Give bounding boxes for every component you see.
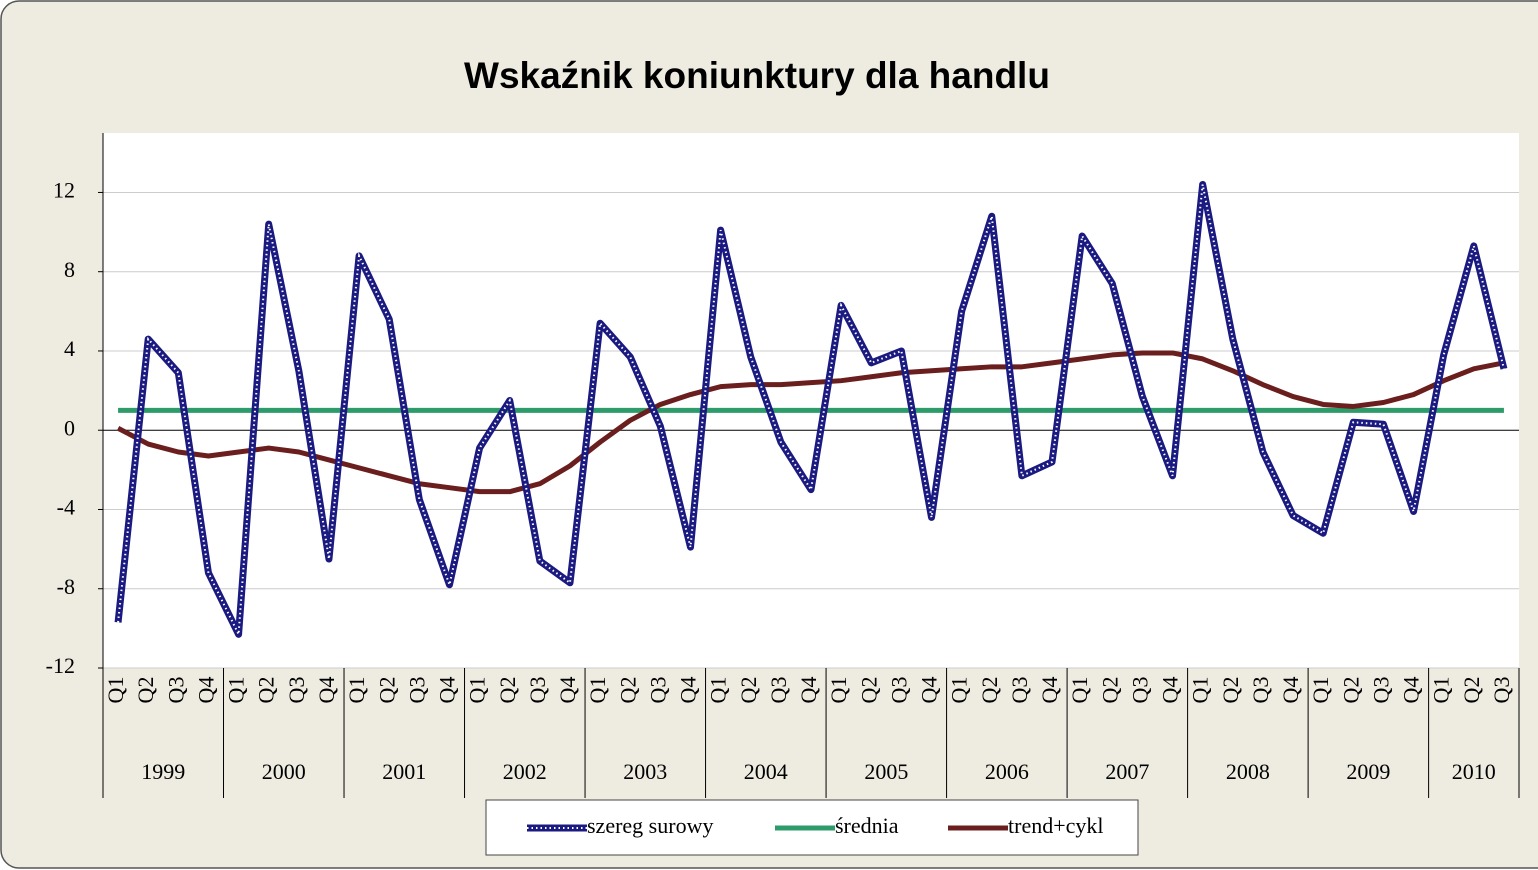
x-tick-label: Q2 [615, 677, 640, 704]
plot-area [103, 133, 1519, 668]
x-tick-label: Q3 [1489, 677, 1514, 704]
y-tick-label: -12 [46, 653, 75, 678]
x-tick-label: Q2 [1097, 677, 1122, 704]
year-label: 2001 [382, 759, 426, 784]
legend-label: szereg surowy [587, 813, 713, 838]
legend-label: średnia [835, 813, 899, 838]
y-tick-label: 12 [53, 177, 75, 202]
year-label: 2009 [1346, 759, 1390, 784]
x-tick-label: Q3 [1007, 677, 1032, 704]
x-tick-label: Q3 [645, 677, 670, 704]
year-label: 2003 [623, 759, 667, 784]
x-tick-label: Q2 [374, 677, 399, 704]
x-tick-label: Q3 [1248, 677, 1273, 704]
x-tick-label: Q3 [525, 677, 550, 704]
x-tick-label: Q2 [133, 677, 158, 704]
year-label: 2007 [1105, 759, 1149, 784]
x-tick-label: Q1 [826, 677, 851, 704]
x-tick-label: Q1 [1067, 677, 1092, 704]
y-tick-label: -8 [57, 574, 75, 599]
x-tick-label: Q1 [465, 677, 490, 704]
x-tick-label: Q2 [254, 677, 279, 704]
x-tick-label: Q4 [1278, 677, 1303, 704]
x-tick-label: Q2 [1338, 677, 1363, 704]
x-tick-label: Q1 [947, 677, 972, 704]
x-tick-label: Q1 [585, 677, 610, 704]
x-tick-label: Q1 [1308, 677, 1333, 704]
y-tick-label: 8 [64, 257, 75, 282]
x-tick-label: Q2 [977, 677, 1002, 704]
x-tick-label: Q3 [1127, 677, 1152, 704]
y-tick-label: 4 [64, 336, 75, 361]
year-label: 2006 [985, 759, 1029, 784]
x-tick-label: Q1 [103, 677, 128, 704]
x-tick-label: Q2 [1218, 677, 1243, 704]
y-tick-label: 0 [64, 415, 75, 440]
x-tick-label: Q4 [1158, 677, 1183, 704]
series-line [114, 181, 1508, 638]
x-tick-label: Q4 [676, 677, 701, 704]
x-tick-label: Q2 [736, 677, 761, 704]
x-tick-label: Q1 [1429, 677, 1454, 704]
x-tick-label: Q1 [706, 677, 731, 704]
x-tick-label: Q1 [1188, 677, 1213, 704]
x-tick-label: Q1 [344, 677, 369, 704]
chart-title: Wskaźnik koniunktury dla handlu [464, 55, 1050, 96]
y-tick-label: -4 [57, 495, 75, 520]
year-label: 2005 [864, 759, 908, 784]
x-tick-label: Q2 [856, 677, 881, 704]
series-line [116, 350, 1505, 495]
x-tick-label: Q4 [555, 677, 580, 704]
x-tick-label: Q4 [314, 677, 339, 704]
year-label: 1999 [141, 759, 185, 784]
year-label: 2002 [503, 759, 547, 784]
x-tick-label: Q1 [224, 677, 249, 704]
x-tick-label: Q3 [886, 677, 911, 704]
x-tick-label: Q3 [1368, 677, 1393, 704]
year-label: 2008 [1226, 759, 1270, 784]
x-tick-label: Q4 [1399, 677, 1424, 704]
x-tick-label: Q2 [495, 677, 520, 704]
legend-label: trend+cykl [1008, 813, 1104, 838]
year-label: 2010 [1452, 759, 1496, 784]
year-label: 2000 [262, 759, 306, 784]
x-tick-label: Q3 [284, 677, 309, 704]
x-tick-label: Q3 [163, 677, 188, 704]
x-tick-label: Q4 [917, 677, 942, 704]
x-tick-label: Q4 [193, 677, 218, 704]
x-tick-label: Q2 [1459, 677, 1484, 704]
x-tick-label: Q4 [1037, 677, 1062, 704]
year-label: 2004 [744, 759, 788, 784]
x-tick-label: Q4 [796, 677, 821, 704]
x-tick-label: Q3 [404, 677, 429, 704]
x-tick-label: Q4 [435, 677, 460, 704]
x-tick-label: Q3 [766, 677, 791, 704]
